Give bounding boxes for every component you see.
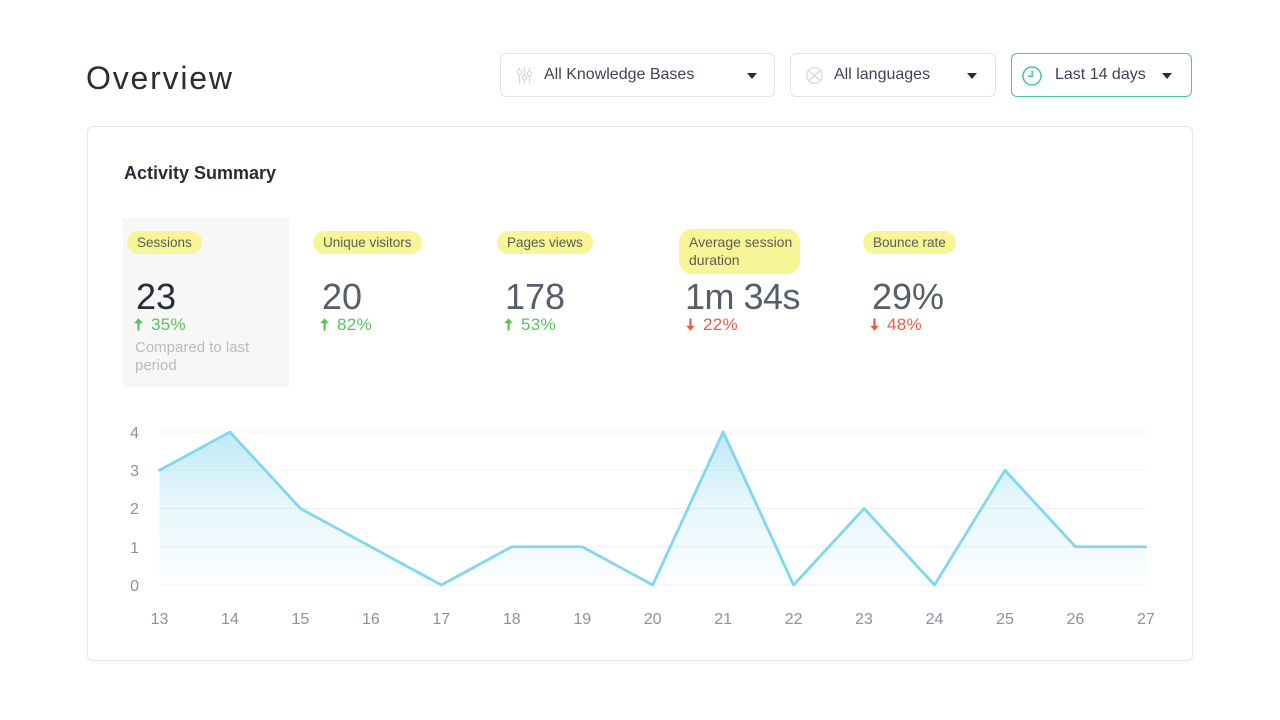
svg-text:19: 19 — [573, 611, 591, 628]
svg-text:21: 21 — [714, 611, 732, 628]
svg-text:4: 4 — [130, 425, 139, 442]
svg-text:14: 14 — [221, 611, 239, 628]
svg-text:3: 3 — [130, 463, 139, 480]
svg-text:0: 0 — [130, 578, 139, 595]
svg-text:25: 25 — [996, 611, 1014, 628]
svg-text:13: 13 — [151, 611, 169, 628]
svg-text:18: 18 — [503, 611, 521, 628]
svg-text:22: 22 — [785, 611, 803, 628]
svg-text:17: 17 — [432, 611, 450, 628]
svg-text:16: 16 — [362, 611, 380, 628]
svg-text:2: 2 — [130, 501, 139, 518]
svg-text:24: 24 — [926, 611, 944, 628]
svg-text:26: 26 — [1067, 611, 1085, 628]
svg-text:23: 23 — [855, 611, 873, 628]
svg-text:1: 1 — [130, 540, 139, 557]
svg-text:15: 15 — [292, 611, 310, 628]
svg-text:20: 20 — [644, 611, 662, 628]
svg-text:27: 27 — [1137, 611, 1155, 628]
